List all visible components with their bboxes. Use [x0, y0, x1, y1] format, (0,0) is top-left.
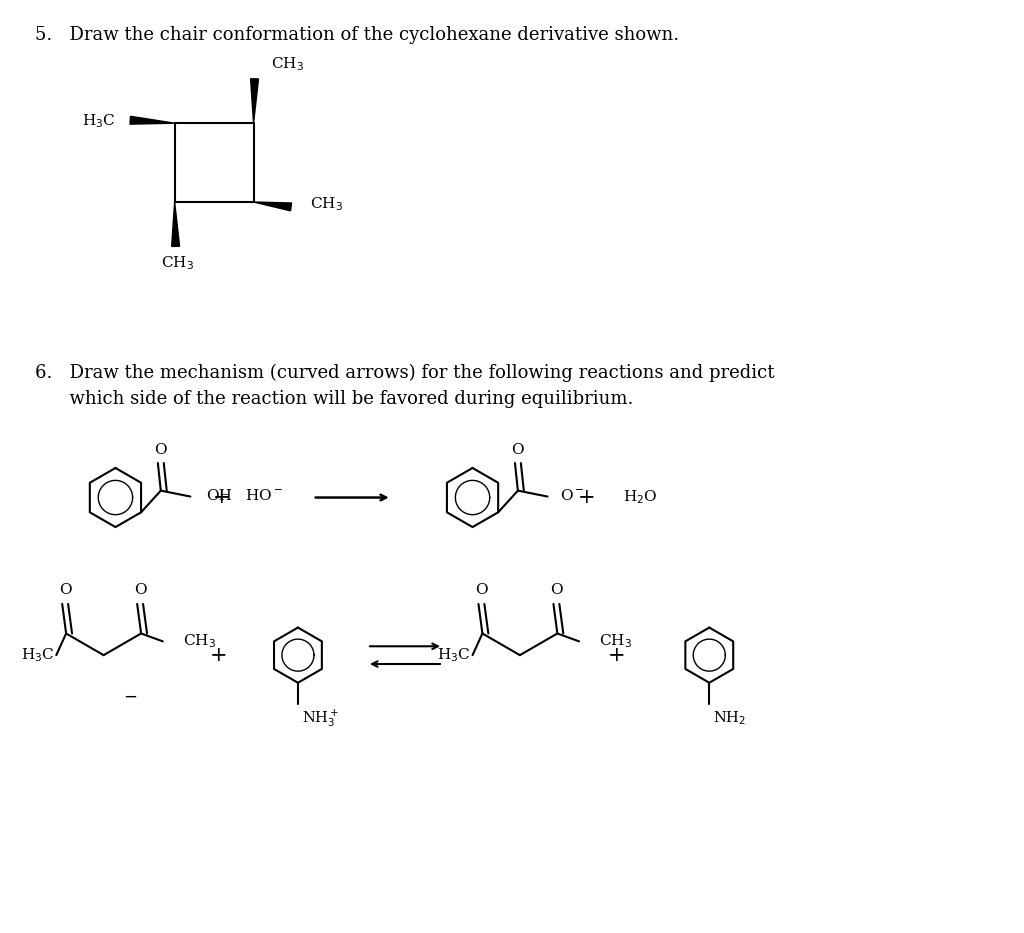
Text: 6.   Draw the mechanism (curved arrows) for the following reactions and predict: 6. Draw the mechanism (curved arrows) fo…: [35, 363, 774, 382]
Text: O: O: [550, 583, 563, 597]
Text: O: O: [134, 583, 146, 597]
Text: 5.   Draw the chair conformation of the cyclohexane derivative shown.: 5. Draw the chair conformation of the cy…: [35, 25, 679, 44]
Text: $-$: $-$: [123, 688, 137, 705]
Text: HO$^-$: HO$^-$: [245, 488, 283, 503]
Text: O$^-$: O$^-$: [560, 488, 585, 503]
Text: +: +: [213, 488, 230, 507]
Text: O: O: [155, 443, 167, 457]
Text: H$_3$C: H$_3$C: [437, 647, 471, 664]
Text: NH$_2$: NH$_2$: [714, 709, 746, 727]
Text: +: +: [210, 646, 228, 664]
Text: H$_3$C: H$_3$C: [82, 112, 116, 130]
Text: O: O: [512, 443, 524, 457]
Text: NH$_3^+$: NH$_3^+$: [302, 707, 339, 729]
Text: +: +: [608, 646, 626, 664]
Polygon shape: [172, 202, 179, 246]
Text: H$_3$C: H$_3$C: [20, 647, 54, 664]
Text: CH$_3$: CH$_3$: [182, 633, 215, 650]
Polygon shape: [251, 78, 258, 123]
Text: which side of the reaction will be favored during equilibrium.: which side of the reaction will be favor…: [35, 390, 633, 408]
Text: CH$_3$: CH$_3$: [161, 254, 195, 272]
Polygon shape: [130, 117, 175, 124]
Text: O: O: [475, 583, 487, 597]
Text: +: +: [579, 488, 596, 507]
Text: CH$_3$: CH$_3$: [310, 195, 343, 213]
Polygon shape: [254, 202, 292, 211]
Text: O: O: [58, 583, 72, 597]
Text: CH$_3$: CH$_3$: [599, 633, 632, 650]
Text: OH: OH: [206, 489, 232, 503]
Text: H$_2$O: H$_2$O: [623, 489, 657, 507]
Text: CH$_3$: CH$_3$: [271, 55, 304, 73]
